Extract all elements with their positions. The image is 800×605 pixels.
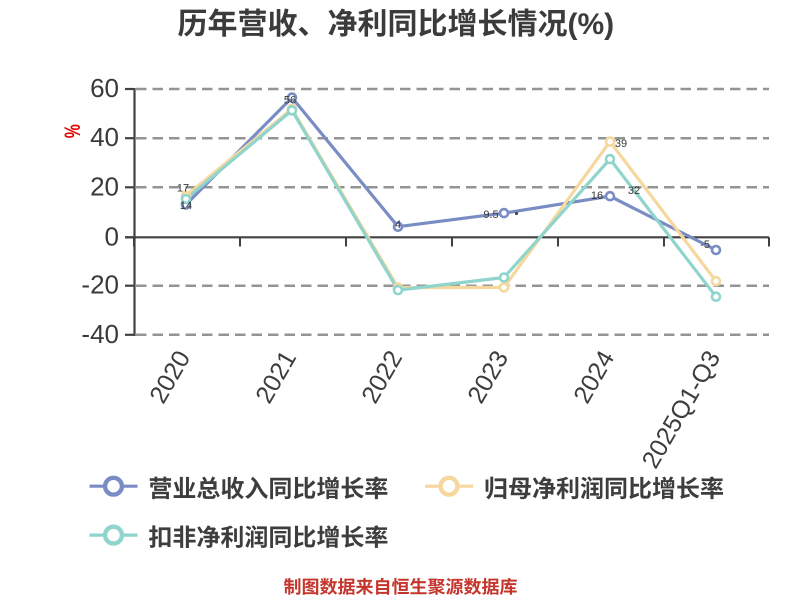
svg-text:40: 40 [90, 122, 119, 152]
svg-text:-20: -20 [81, 270, 119, 300]
svg-text:56: 56 [284, 95, 296, 107]
svg-text:-5: -5 [700, 239, 710, 251]
svg-text:-40: -40 [81, 319, 119, 349]
svg-text:16: 16 [591, 190, 603, 202]
svg-text:0: 0 [105, 221, 119, 251]
svg-text:9.5: 9.5 [483, 209, 498, 221]
svg-text:(%): (%) [568, 8, 615, 41]
svg-text:20: 20 [90, 171, 119, 201]
svg-text:4: 4 [395, 219, 401, 231]
svg-text:32: 32 [628, 185, 640, 197]
svg-text:60: 60 [90, 73, 119, 103]
svg-text:14: 14 [180, 200, 192, 212]
svg-text:39: 39 [615, 138, 627, 150]
svg-text:17: 17 [177, 183, 189, 195]
svg-text:%: % [59, 124, 83, 138]
